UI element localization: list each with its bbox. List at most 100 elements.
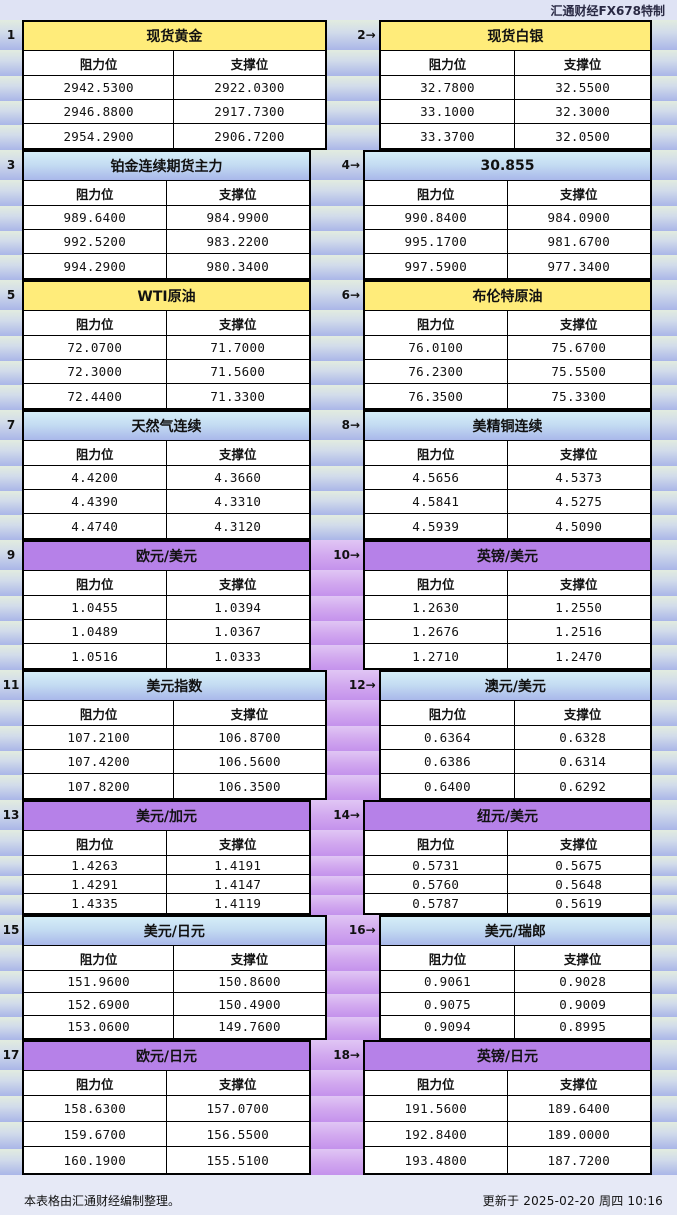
support-value: 155.5100 (166, 1147, 309, 1174)
gutter-band (311, 490, 363, 516)
gutter-band (652, 466, 677, 491)
gutter-band (652, 1040, 677, 1070)
instrument-panel[interactable]: 布伦特原油 阻力位 支撑位 76.0100 75.6700 76.2300 75.5500 7… (363, 280, 652, 410)
support-value: 1.4191 (166, 856, 309, 875)
column-header-row: 阻力位 支撑位 (24, 441, 309, 467)
gutter-band (0, 994, 22, 1017)
gutter-band (326, 125, 379, 150)
gutter-band (311, 570, 363, 596)
panel-title: 现货黄金 (24, 22, 325, 52)
gutter-band (652, 255, 677, 280)
instrument-panel[interactable]: 英镑/日元 阻力位 支撑位 191.5600 189.6400 192.8400 189.0… (363, 1040, 652, 1175)
panel-title: 美元/日元 (24, 917, 325, 947)
row-number-right: 2→ (326, 20, 379, 50)
instrument-panel[interactable]: 美元/加元 阻力位 支撑位 1.4263 1.4191 1.4291 1.4147 1.433… (22, 800, 311, 915)
level-row: 1.2676 1.2516 (365, 620, 650, 645)
gutter-band (0, 466, 22, 491)
resistance-value: 153.0600 (24, 1015, 175, 1038)
resistance-value: 72.4400 (24, 384, 167, 408)
instrument-panel[interactable]: 欧元/美元 阻力位 支撑位 1.0455 1.0394 1.0489 1.0367 1.051… (22, 540, 311, 670)
gutter-band (311, 255, 363, 280)
support-value: 4.3310 (166, 490, 309, 514)
gutter-band (652, 206, 677, 231)
gutter-band (652, 775, 677, 800)
column-header-row: 阻力位 支撑位 (24, 946, 325, 972)
support-value: 0.6314 (515, 750, 651, 774)
gutter-band (311, 206, 363, 231)
gutter-band (0, 490, 22, 516)
panel-band: 11 美元指数 阻力位 支撑位 107.2100 106.8700 107.4200 106.… (0, 670, 677, 800)
instrument-panel[interactable]: 美元/瑞郎 阻力位 支撑位 0.9061 0.9028 0.9075 0.9009 0.909… (378, 915, 652, 1040)
column-header-resistance: 阻力位 (24, 1071, 167, 1096)
support-value: 157.0700 (166, 1096, 309, 1121)
gutter-band (0, 230, 22, 256)
right-gutter (652, 800, 677, 915)
instrument-panel[interactable]: 欧元/日元 阻力位 支撑位 158.6300 157.0700 159.6700 156.5… (22, 1040, 311, 1175)
support-value: 4.5275 (507, 490, 650, 514)
gutter-band (0, 336, 22, 361)
support-value: 4.5090 (507, 514, 650, 538)
instrument-panel[interactable]: 30.855 阻力位 支撑位 990.8400 984.0900 995.1700 981.… (363, 150, 652, 280)
instrument-panel[interactable]: 现货黄金 阻力位 支撑位 2942.5300 2922.0300 2946.8800 291… (22, 20, 327, 150)
column-header-resistance: 阻力位 (380, 51, 516, 76)
right-gutter (652, 915, 677, 1040)
instrument-panel[interactable]: 铂金连续期货主力 阻力位 支撑位 989.6400 984.9900 992.5200 98… (22, 150, 311, 280)
instrument-panel[interactable]: 美元指数 阻力位 支撑位 107.2100 106.8700 107.4200 106.56… (22, 670, 327, 800)
resistance-value: 107.4200 (24, 750, 175, 774)
right-gutter (652, 540, 677, 670)
instrument-panel[interactable]: 纽元/美元 阻力位 支撑位 0.5731 0.5675 0.5760 0.5648 0.578… (363, 800, 652, 915)
gutter-band (652, 971, 677, 994)
resistance-value: 0.5787 (365, 894, 508, 913)
left-gutter: 9 (0, 540, 22, 670)
instrument-panel[interactable]: 天然气连续 阻力位 支撑位 4.4200 4.3660 4.4390 4.3310 4.474… (22, 410, 311, 540)
gutter-band (0, 645, 22, 670)
gutter-band (311, 360, 363, 386)
level-row: 158.6300 157.0700 (24, 1096, 309, 1122)
column-header-row: 阻力位 支撑位 (365, 441, 650, 467)
column-header-support: 支撑位 (507, 181, 650, 206)
gutter-band (652, 310, 677, 336)
level-row: 992.5200 983.2200 (24, 230, 309, 255)
gutter-band (652, 726, 677, 751)
left-gutter: 11 (0, 670, 22, 800)
support-value: 189.0000 (507, 1121, 650, 1147)
gutter-band (652, 945, 677, 971)
resistance-value: 151.9600 (24, 971, 175, 993)
resistance-value: 1.4263 (24, 856, 167, 875)
level-row: 4.5841 4.5275 (365, 490, 650, 515)
left-gutter: 13 (0, 800, 22, 915)
gutter-band (652, 280, 677, 310)
gutter-band (0, 206, 22, 231)
panel-band: 15 美元/日元 阻力位 支撑位 151.9600 150.8600 152.6900 150… (0, 915, 677, 1040)
instrument-panel[interactable]: 美精铜连续 阻力位 支撑位 4.5656 4.5373 4.5841 4.5275 4.593… (363, 410, 652, 540)
support-value: 0.5675 (507, 856, 650, 875)
panel-title: 铂金连续期货主力 (24, 152, 309, 182)
instrument-panel[interactable]: 美元/日元 阻力位 支撑位 151.9600 150.8600 152.6900 150.4… (22, 915, 327, 1040)
gutter-band (311, 620, 363, 646)
resistance-value: 107.8200 (24, 774, 175, 798)
support-value: 106.5600 (174, 750, 325, 774)
instrument-panel[interactable]: 英镑/美元 阻力位 支撑位 1.2630 1.2550 1.2676 1.2516 1.271… (363, 540, 652, 670)
instrument-panel[interactable]: WTI原油 阻力位 支撑位 72.0700 71.7000 72.3000 71.5600 7… (22, 280, 311, 410)
gutter-band (311, 596, 363, 621)
gutter-band (652, 410, 677, 440)
support-value: 980.3400 (166, 254, 309, 278)
level-row: 0.5760 0.5648 (365, 875, 650, 895)
panel-band: 5 WTI原油 阻力位 支撑位 72.0700 71.7000 72.3000 71.5600… (0, 280, 677, 410)
gutter-band (652, 76, 677, 101)
level-row: 107.8200 106.3500 (24, 774, 325, 798)
resistance-value: 994.2900 (24, 254, 167, 278)
support-value: 1.2516 (507, 620, 650, 644)
support-value: 0.5619 (507, 894, 650, 913)
instrument-panel[interactable]: 澳元/美元 阻力位 支撑位 0.6364 0.6328 0.6386 0.6314 0.640… (378, 670, 652, 800)
gutter-band (0, 971, 22, 994)
level-row: 151.9600 150.8600 (24, 971, 325, 994)
column-header-resistance: 阻力位 (380, 701, 516, 726)
instrument-panel[interactable]: 现货白银 阻力位 支撑位 32.7800 32.5500 33.1000 32.3000 33… (378, 20, 652, 150)
gutter-band (0, 76, 22, 101)
column-header-resistance: 阻力位 (24, 181, 167, 206)
column-header-resistance: 阻力位 (24, 441, 167, 466)
column-header-row: 阻力位 支撑位 (24, 181, 309, 207)
resistance-value: 0.6400 (380, 774, 516, 798)
level-row: 107.4200 106.5600 (24, 750, 325, 775)
